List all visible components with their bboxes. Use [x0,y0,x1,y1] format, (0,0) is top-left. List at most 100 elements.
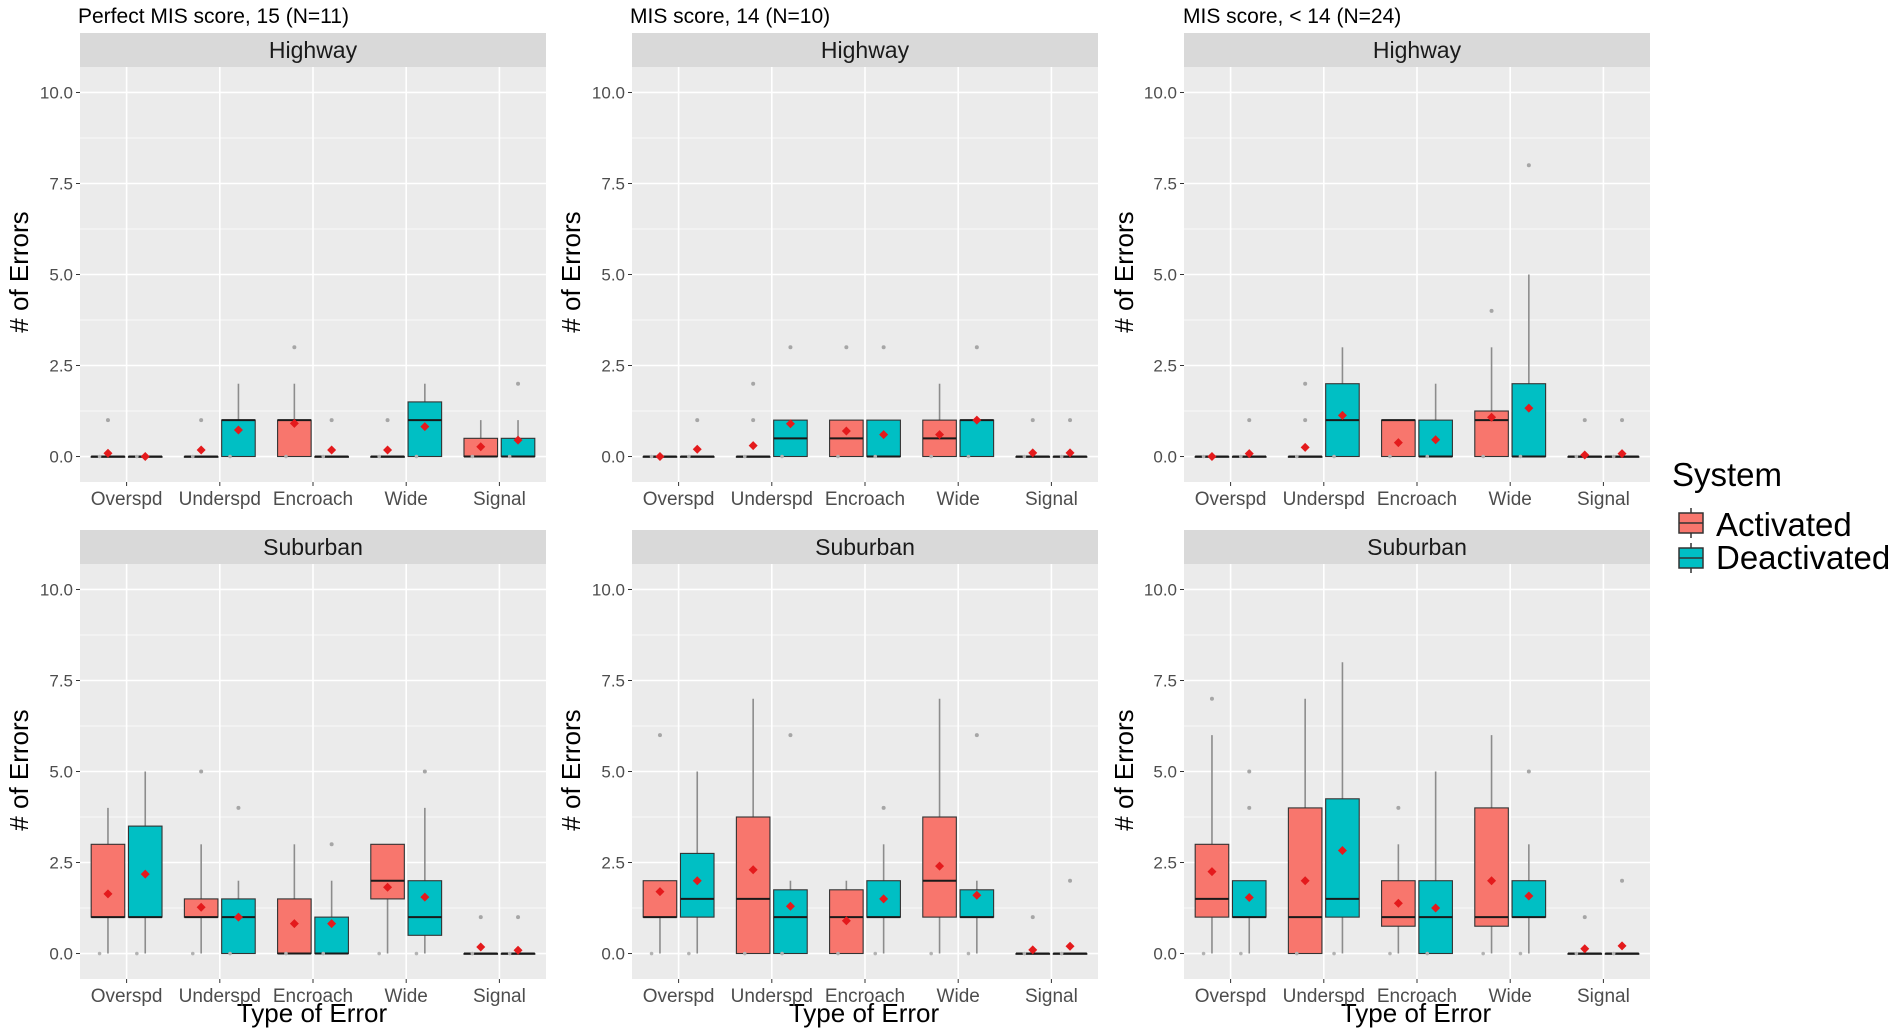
x-tick-label: Underspd [1283,986,1365,1007]
raw-point [508,952,512,956]
outlier-point [1490,309,1494,313]
raw-point [929,455,933,459]
raw-point [1295,952,1299,956]
outlier-point [882,806,886,810]
raw-point [228,952,232,956]
raw-point [1332,455,1336,459]
raw-point [1295,455,1299,459]
outlier-point [1247,806,1251,810]
y-tick-label: 7.5 [1153,671,1177,690]
raw-point [967,455,971,459]
raw-point [650,455,654,459]
raw-point [1575,952,1579,956]
raw-point [743,952,747,956]
outlier-point [1068,418,1072,422]
outlier-point [199,770,203,774]
y-tick-label: 5.0 [1153,763,1177,782]
facet-panel-3: Highway 0.0 2.5 5.0 7.5 10.0 Overspd Underspd En… [1144,33,1650,510]
outlier-point [423,770,427,774]
raw-point [321,455,325,459]
y-tick-label: 5.0 [601,763,625,782]
raw-point [377,455,381,459]
x-tick-label: Wide [385,986,428,1007]
raw-point [1481,952,1485,956]
outlier-point [1031,418,1035,422]
raw-point [929,952,933,956]
outlier-point [236,806,240,810]
outlier-point [1031,915,1035,919]
x-tick-label: Underspd [179,986,261,1007]
facet-panel-5: Suburban0.02.55.07.510.0Overspd Underspd E… [592,530,1098,1007]
y-tick-label: 5.0 [601,266,625,285]
raw-point [836,952,840,956]
outlier-point [516,382,520,386]
outlier-point [1303,418,1307,422]
facet-strip-label: Suburban [263,534,363,560]
outlier-point [1210,697,1214,701]
raw-point [1202,455,1206,459]
y-tick-label: 7.5 [1153,174,1177,193]
y-tick-label: 7.5 [601,671,625,690]
x-tick-label: Overspd [1195,489,1267,510]
x-tick-label: Wide [1489,986,1532,1007]
x-tick-label: Overspd [91,986,163,1007]
outlier-point [106,418,110,422]
raw-point [1425,455,1429,459]
raw-point [284,455,288,459]
outlier-point [788,733,792,737]
outlier-point [1583,915,1587,919]
x-tick-label: Wide [937,986,980,1007]
outlier-point [386,418,390,422]
raw-point [1425,952,1429,956]
outlier-point [1068,879,1072,883]
outlier-point [1247,418,1251,422]
y-tick-label: 10.0 [1144,580,1177,599]
raw-point [873,455,877,459]
outlier-point [479,915,483,919]
raw-point [1481,455,1485,459]
raw-point [1239,952,1243,956]
outlier-point [1583,418,1587,422]
outlier-point [1247,770,1251,774]
raw-point [98,455,102,459]
box-body [1475,808,1509,926]
y-tick-label: 10.0 [40,83,73,102]
x-tick-label: Wide [937,489,980,510]
y-tick-label: 2.5 [49,357,73,376]
y-tick-label: 0.0 [601,448,625,467]
y-tick-label: 2.5 [1153,357,1177,376]
y-tick-label: 2.5 [601,357,625,376]
box-body [91,844,125,917]
group-title-2: MIS score, 14 (N=10) [630,5,830,28]
box-body [680,853,714,917]
raw-point [508,455,512,459]
group-title-1: Perfect MIS score, 15 (N=11) [78,5,349,28]
faceted-boxplot-figure: Perfect MIS score, 15 (N=11) MIS score, … [0,0,1902,1033]
outlier-point [975,733,979,737]
raw-point [1575,455,1579,459]
outlier-point [1527,163,1531,167]
y-tick-label: 2.5 [1153,854,1177,873]
raw-point [1612,455,1616,459]
x-tick-label: Signal [1577,986,1630,1007]
facet-strip-label: Highway [821,37,910,63]
y-tick-label: 10.0 [40,580,73,599]
outlier-point [199,418,203,422]
outlier-point [751,418,755,422]
facet-strip-label: Highway [1373,37,1462,63]
facet-panel-2: Highway0.02.55.07.510.0Overspd Underspd En… [592,33,1098,510]
outlier-point [1303,382,1307,386]
y-axis-title-row2-col3: # of Errors [1109,709,1139,830]
raw-point [873,952,877,956]
legend-key-deactivated [1679,543,1703,573]
raw-point [228,455,232,459]
y-axis-title-row2-col1: # of Errors [4,709,34,830]
y-tick-label: 2.5 [49,854,73,873]
group-title-3: MIS score, < 14 (N=24) [1183,5,1401,28]
raw-point [321,952,325,956]
x-tick-label: Encroach [825,986,905,1007]
x-tick-label: Underspd [731,489,813,510]
facet-strip-label: Suburban [1367,534,1467,560]
y-tick-label: 2.5 [601,854,625,873]
x-tick-label: Overspd [91,489,163,510]
